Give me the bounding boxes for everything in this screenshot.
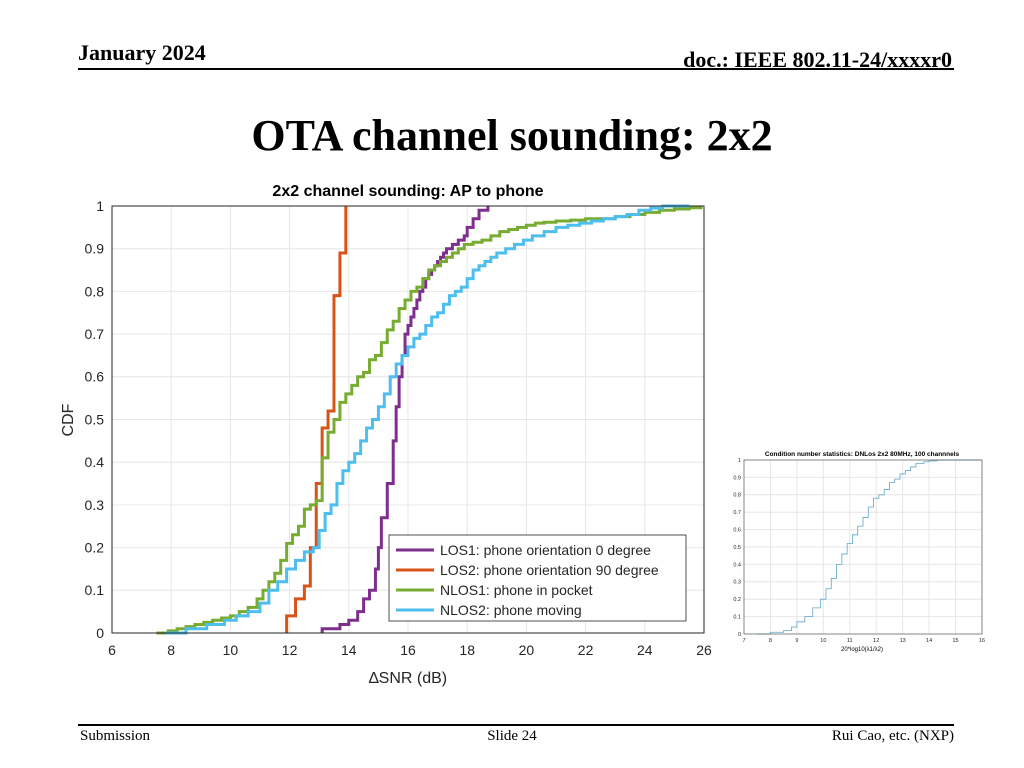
x-tick-label: 16 bbox=[400, 642, 416, 658]
main-chart-title: 2x2 channel sounding: AP to phone bbox=[272, 183, 543, 200]
y-tick-label: 0 bbox=[96, 625, 104, 641]
footer-divider bbox=[78, 724, 954, 726]
legend-label-3: NLOS1: phone in pocket bbox=[440, 582, 593, 598]
inset-chart-grid bbox=[743, 459, 983, 635]
x-tick-label: 16 bbox=[979, 638, 985, 644]
x-tick-label: 10 bbox=[223, 642, 239, 658]
x-tick-label: 12 bbox=[873, 638, 879, 644]
y-tick-label: 0.4 bbox=[733, 562, 741, 568]
x-tick-label: 8 bbox=[167, 642, 175, 658]
slide-title: OTA channel sounding: 2x2 bbox=[251, 111, 773, 160]
x-tick-label: 13 bbox=[900, 638, 906, 644]
inset-condition-number-chart: Condition number statistics: DNLos 2x2 8… bbox=[733, 451, 985, 653]
y-tick-label: 0.9 bbox=[733, 475, 741, 481]
header-date: January 2024 bbox=[78, 40, 206, 65]
footer-submission: Submission bbox=[80, 728, 151, 744]
inset-chart-series bbox=[757, 459, 982, 635]
main-chart-ticks: 6 8 10 12 14 16 18 20 22 24 26 0 0.1 0.2 0.3 0.4 0.5 0.6 0… bbox=[85, 198, 712, 658]
y-tick-label: 0.3 bbox=[85, 497, 105, 513]
header-doc-id: doc.: IEEE 802.11-24/xxxxr0 bbox=[683, 47, 952, 72]
x-tick-label: 22 bbox=[578, 642, 594, 658]
x-tick-label: 20 bbox=[519, 642, 535, 658]
y-tick-label: 1 bbox=[738, 458, 741, 464]
y-tick-label: 0.2 bbox=[85, 540, 105, 556]
y-tick-label: 0.7 bbox=[85, 326, 105, 342]
footer-author: Rui Cao, etc. (NXP) bbox=[831, 728, 954, 744]
x-tick-label: 26 bbox=[696, 642, 712, 658]
x-tick-label: 10 bbox=[820, 638, 826, 644]
x-tick-label: 18 bbox=[459, 642, 475, 658]
series-line-1 bbox=[757, 459, 982, 635]
y-tick-label: 0.6 bbox=[85, 369, 105, 385]
y-tick-label: 0.1 bbox=[733, 615, 741, 621]
y-tick-label: 0.8 bbox=[733, 493, 741, 499]
main-chart-series bbox=[156, 204, 703, 635]
y-tick-label: 0.5 bbox=[733, 545, 741, 551]
y-tick-label: 0.1 bbox=[85, 582, 105, 598]
y-tick-label: 0.6 bbox=[733, 528, 741, 534]
series-line-4 bbox=[165, 204, 690, 635]
main-cdf-chart: 2x2 channel sounding: AP to phone 6 8 10 12… bbox=[60, 183, 712, 687]
x-tick-label: 14 bbox=[341, 642, 357, 658]
legend-label-1: LOS1: phone orientation 0 degree bbox=[440, 542, 651, 558]
series-line-1 bbox=[320, 206, 490, 633]
main-chart-y-label: CDF bbox=[60, 403, 77, 436]
series-line-3 bbox=[156, 206, 703, 635]
main-chart-x-label: ∆SNR (dB) bbox=[369, 670, 447, 687]
y-tick-label: 1 bbox=[96, 198, 104, 214]
main-chart-legend: LOS1: phone orientation 0 degree LOS2: ph… bbox=[388, 534, 687, 622]
x-tick-label: 24 bbox=[637, 642, 653, 658]
footer-slide-number: Slide 24 bbox=[487, 728, 537, 744]
legend-label-2: LOS2: phone orientation 90 degree bbox=[440, 562, 659, 578]
x-tick-label: 6 bbox=[108, 642, 116, 658]
inset-chart-axes-box bbox=[743, 459, 983, 635]
series-line-2 bbox=[285, 206, 348, 633]
x-tick-label: 11 bbox=[847, 638, 853, 644]
legend-box bbox=[388, 534, 687, 622]
legend-label-4: NLOS2: phone moving bbox=[440, 602, 582, 618]
x-tick-label: 14 bbox=[926, 638, 932, 644]
y-tick-label: 0.3 bbox=[733, 580, 741, 586]
y-tick-label: 0.8 bbox=[85, 283, 105, 299]
y-tick-label: 0.2 bbox=[733, 597, 741, 603]
y-tick-label: 0.4 bbox=[85, 454, 105, 470]
header-divider bbox=[78, 68, 954, 70]
main-chart-axes-box bbox=[111, 205, 705, 634]
inset-chart-x-label: 20*log10(λ1/λ2) bbox=[841, 647, 883, 653]
y-tick-label: 0.5 bbox=[85, 411, 105, 427]
y-tick-label: 0 bbox=[738, 632, 741, 638]
x-tick-label: 12 bbox=[282, 642, 298, 658]
x-tick-label: 9 bbox=[795, 638, 798, 644]
x-tick-label: 8 bbox=[769, 638, 772, 644]
y-tick-label: 0.9 bbox=[85, 241, 105, 257]
inset-chart-ticks: 7 8 9 10 11 12 13 14 15 16 0 0.1 0.2 0.3 0.4 0.5 0.6 0.7 0… bbox=[733, 458, 985, 644]
inset-chart-title: Condition number statistics: DNLos 2x2 8… bbox=[765, 451, 960, 458]
x-tick-label: 15 bbox=[952, 638, 958, 644]
y-tick-label: 0.7 bbox=[733, 510, 741, 516]
x-tick-label: 7 bbox=[742, 638, 745, 644]
